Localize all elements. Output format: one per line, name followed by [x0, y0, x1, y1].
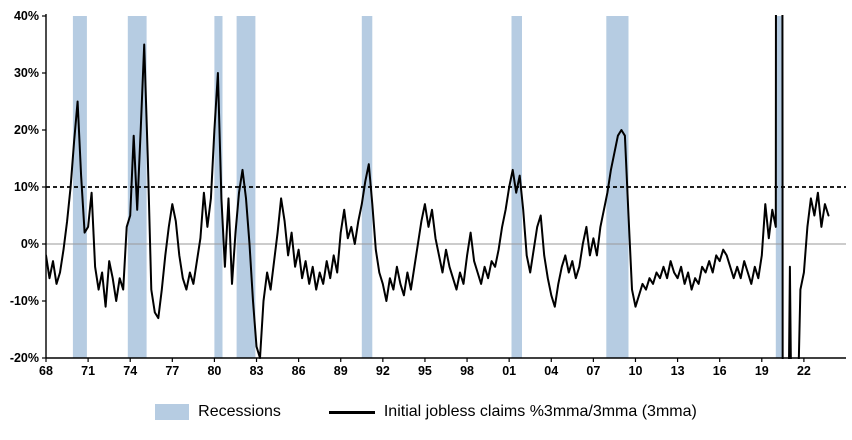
legend-item-series: Initial jobless claims %3mma/3mma (3mma): [328, 403, 697, 421]
legend-label-series: Initial jobless claims %3mma/3mma (3mma): [383, 403, 697, 420]
x-tick-label: 68: [39, 364, 53, 378]
x-tick-label: 83: [250, 364, 264, 378]
y-tick-label: 40%: [14, 9, 39, 23]
legend-label-recessions: Recessions: [198, 403, 281, 420]
x-tick-label: 07: [586, 364, 600, 378]
x-tick-label: 71: [81, 364, 95, 378]
recession-band: [214, 16, 223, 358]
recession-band: [775, 16, 783, 358]
y-tick-label: -20%: [10, 351, 39, 365]
x-tick-label: 77: [165, 364, 179, 378]
x-tick-label: 16: [713, 364, 727, 378]
x-tick-label: 10: [629, 364, 643, 378]
y-tick-label: -10%: [10, 294, 39, 308]
legend: Recessions Initial jobless claims %3mma/…: [0, 384, 852, 440]
x-tick-label: 22: [797, 364, 811, 378]
chart-canvas: 40% 30% 20% 10% 0% -10% -20%68 71 74 77 80 83 86 89 92…: [10, 9, 846, 378]
recession-swatch: [155, 404, 190, 420]
x-tick-label: 80: [207, 364, 221, 378]
x-tick-label: 86: [292, 364, 306, 378]
x-tick-label: 92: [376, 364, 390, 378]
x-tick-label: 89: [334, 364, 348, 378]
x-tick-label: 01: [502, 364, 516, 378]
y-tick-label: 30%: [14, 66, 39, 80]
recession-band: [72, 16, 87, 358]
series-line: [46, 15, 830, 359]
x-tick-label: 19: [755, 364, 769, 378]
x-tick-label: 98: [460, 364, 474, 378]
recession-band: [606, 16, 629, 358]
y-tick-label: 20%: [14, 123, 39, 137]
x-tick-label: 13: [671, 364, 685, 378]
x-tick-label: 74: [123, 364, 137, 378]
y-tick-label: 0%: [21, 237, 39, 251]
y-tick-label: 10%: [14, 180, 39, 194]
recession-band: [361, 16, 373, 358]
legend-item-recessions: Recessions: [155, 403, 281, 421]
x-tick-label: 95: [418, 364, 432, 378]
series-line-swatch: [328, 410, 375, 414]
x-tick-label: 04: [544, 364, 558, 378]
